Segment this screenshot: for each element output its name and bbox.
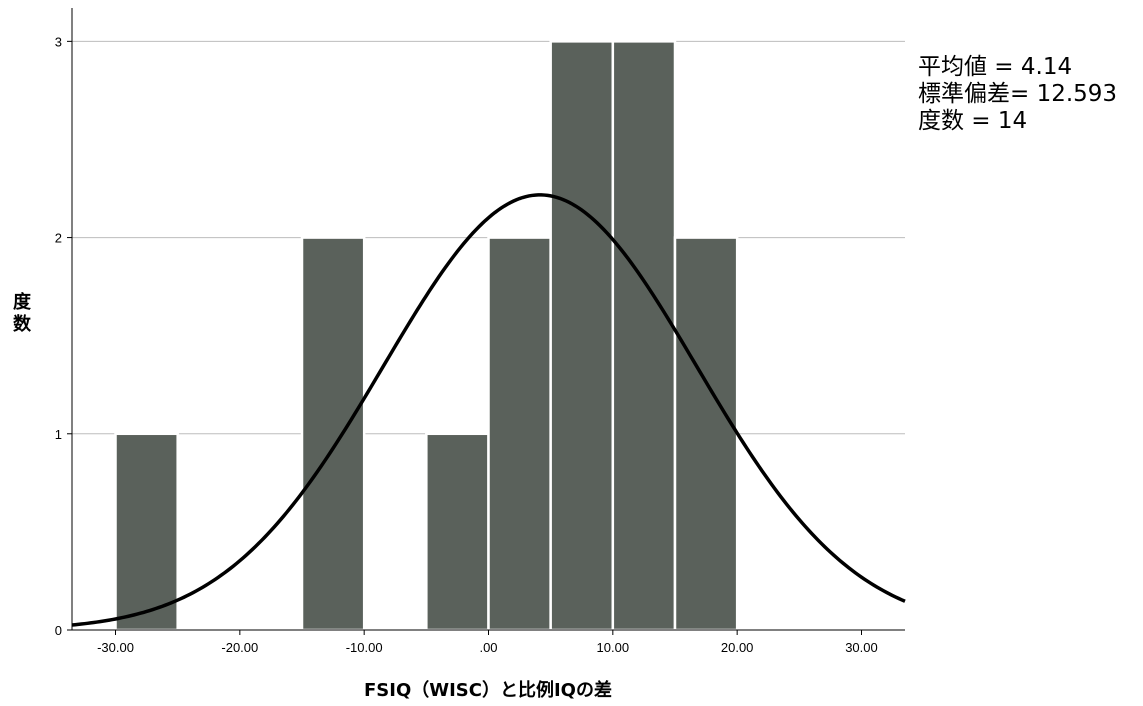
y-tick-label: 2: [55, 231, 62, 246]
normal-curve: [71, 193, 906, 627]
x-tick-label: -10.00: [346, 640, 383, 655]
x-tick-label: 30.00: [845, 640, 878, 655]
histogram-bar-6: [673, 236, 739, 632]
histogram-bars: [114, 40, 739, 632]
histogram-bar-3: [487, 236, 552, 632]
y-axis-title: 度数: [13, 291, 32, 335]
x-tick-label: 10.00: [597, 640, 630, 655]
histogram-bar-5: [611, 40, 677, 632]
x-tick-label: .00: [479, 640, 497, 655]
x-axis-title: FSIQ（WISC）と比例IQの差: [364, 679, 612, 701]
x-tick-label: -30.00: [97, 640, 134, 655]
histogram-bar-4: [549, 40, 615, 632]
x-tick-label: -20.00: [221, 640, 258, 655]
histogram-bar-0: [114, 432, 179, 632]
y-tick-label: 1: [55, 427, 62, 442]
stat-mean: 平均値 = 4.14: [918, 54, 1073, 80]
tick-labels: -30.00 -20.00 -10.00 .00 10.00 20.00 30.00 0 1 2 3: [55, 34, 878, 655]
x-tick-label: 20.00: [721, 640, 754, 655]
y-tick-label: 3: [55, 34, 62, 49]
stat-std-dev: 標準偏差= 12.593: [918, 81, 1118, 107]
histogram-bar-1: [300, 236, 366, 632]
y-tick-label: 0: [55, 623, 62, 638]
statistics-box: 平均値 = 4.14 標準偏差= 12.593 度数 = 14: [918, 54, 1117, 135]
histogram-bar-2: [425, 432, 490, 632]
stat-count: 度数 = 14: [918, 108, 1028, 134]
